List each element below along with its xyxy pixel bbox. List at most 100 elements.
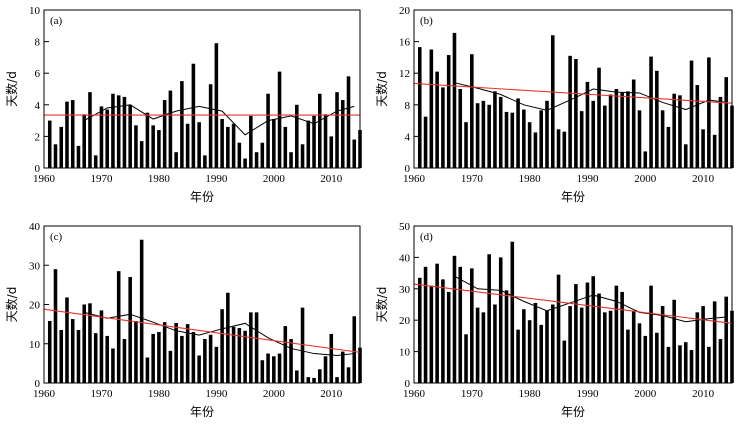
panel-a-bar-2009 [323,114,328,168]
panel-b-bar-2002 [655,70,659,168]
panel-c-trend-line [43,308,361,353]
panel-c-bar-1966 [76,330,81,383]
panel-d-bar-1996 [620,291,624,383]
panel-d-bar-1965 [441,279,445,383]
panel-a-y-tick-label-8: 8 [35,37,41,49]
panel-d-bar-2006 [678,345,682,383]
panel-a-bar-1983 [174,152,178,168]
panel-a-bar-2004 [295,104,299,168]
panel-a: 1960 1970 1980 1990 2000 2010 0 2 4 6 8 10 (a) 年份 天数/d [4,5,362,204]
panel-c-bar-1964 [65,297,69,383]
panel-c-bar-2006 [306,377,311,383]
panel-d-bar-1993 [603,312,607,383]
panel-d-bar-1974 [493,304,497,383]
panel-b-bar-1966 [446,55,451,168]
panel-d-bar-1961 [417,277,422,383]
panel-c-y-tick-label-20: 20 [29,300,41,312]
panel-d-bar-1988 [574,284,578,383]
panel-a-bar-2013 [346,76,351,168]
panel-a-bar-1967 [82,114,86,168]
panel-c-bar-1965 [70,319,75,383]
panel-c-x-tick-label-1990: 1990 [205,388,228,400]
panel-a-bar-1975 [128,104,132,168]
panel-d-bar-1992 [597,293,601,383]
panel-c-bar-2014 [352,316,357,383]
panel-c-bar-1985 [185,324,190,384]
panel-d-bar-2004 [666,346,671,383]
panel-b-bar-2001 [649,56,653,168]
panel-c-bar-1968 [88,303,92,383]
panel-c-bar-2012 [340,351,345,383]
panel-a-y-tick-label-6: 6 [35,68,41,80]
panel-c-bar-1989 [208,334,213,383]
panel-a-bar-1980 [157,130,161,168]
panel-d-bar-1997 [626,329,630,383]
panel-a-y-tick-label-0: 0 [35,163,41,175]
panel-b-bar-1973 [487,104,491,168]
panel-d-bar-1986 [562,340,567,383]
panel-b-bar-1964 [435,71,439,168]
panel-a-bar-1984 [180,81,184,168]
panel-d-y-tick-label-50: 50 [399,221,411,233]
panel-d-x-tick-label-1970: 1970 [461,388,484,400]
panel-c-bar-1977 [139,239,144,383]
panel-d-bar-1966 [446,291,451,383]
panel-b-x-tick-label-1960: 1960 [403,173,426,185]
panel-b-bar-2007 [683,144,688,168]
panel-a-x-axis-title: 年份 [190,190,214,204]
panel-b-bar-1967 [452,32,457,168]
panel-a-bar-1997 [254,152,259,168]
panel-d-bar-1985 [556,274,561,383]
panel-a-x-tick-label-2010: 2010 [320,173,343,185]
panel-b-bar-2012 [712,134,717,168]
panel-c-bar-1991 [220,309,224,383]
panel-a-bar-1963 [59,126,64,168]
panel-b-bar-1982 [539,110,543,168]
panel-c-bar-1962 [53,269,58,383]
panel-b-bar-2003 [660,110,665,168]
panel-d-bar-2013 [718,339,723,383]
panel-a-bar-1998 [260,142,265,168]
panel-d-bar-1998 [631,310,636,383]
panel-c-bar-2010 [329,333,334,383]
panel-d-bar-1976 [504,290,509,383]
panel-a-bar-1976 [134,125,138,168]
panel-b-bar-2004 [666,126,671,168]
panel-c-bar-1996 [249,312,253,383]
panel-c-x-tick-label-1960: 1960 [33,388,56,400]
panel-a-bar-2002 [283,126,288,168]
panel-b-bar-1986 [562,131,567,168]
panel-b-bar-1970 [470,54,474,168]
panel-b-bar-2011 [707,57,711,168]
panel-b-x-tick-label-1990: 1990 [576,173,599,185]
panel-d-x-tick-label-2000: 2000 [634,388,657,400]
panel-c-bar-1980 [157,331,161,383]
panel-b-x-axis-title: 年份 [561,190,585,204]
panel-c-bar-2002 [283,326,288,383]
panel-d-bar-1994 [608,310,613,383]
panel-a-bar-1979 [151,125,155,168]
panel-d-bar-2011 [707,346,711,383]
panel-d-bar-1975 [498,257,503,383]
panel-b-bar-1994 [608,94,613,168]
panel-a-bar-1968 [88,92,92,168]
panel-c-bar-1992 [226,292,230,383]
panel-c-bar-1986 [191,331,196,383]
panel-c-bar-2000 [272,356,276,383]
panel-b-bar-1992 [597,67,601,168]
panel-a-bar-1973 [116,95,121,168]
panel-c-bar-1990 [214,346,219,383]
panel-a-bar-1978 [145,112,150,168]
panel-c-y-axis-title: 天数/d [4,287,19,323]
panel-c-y-tick-label-40: 40 [29,221,41,233]
panel-a-x-tick-label-2000: 2000 [263,173,286,185]
panel-d-bar-1967 [452,255,457,383]
panel-d-bar-2014 [724,296,729,383]
panel-b-bar-2010 [701,129,705,168]
panel-b-bar-1976 [504,111,509,168]
panel-b-bar-2013 [718,96,723,168]
panel-a-moving-average-line [83,104,355,136]
panel-d-y-tick-label-10: 10 [399,347,411,359]
panel-c-bar-2004 [295,370,299,383]
panel-c-bar-1994 [237,328,242,383]
